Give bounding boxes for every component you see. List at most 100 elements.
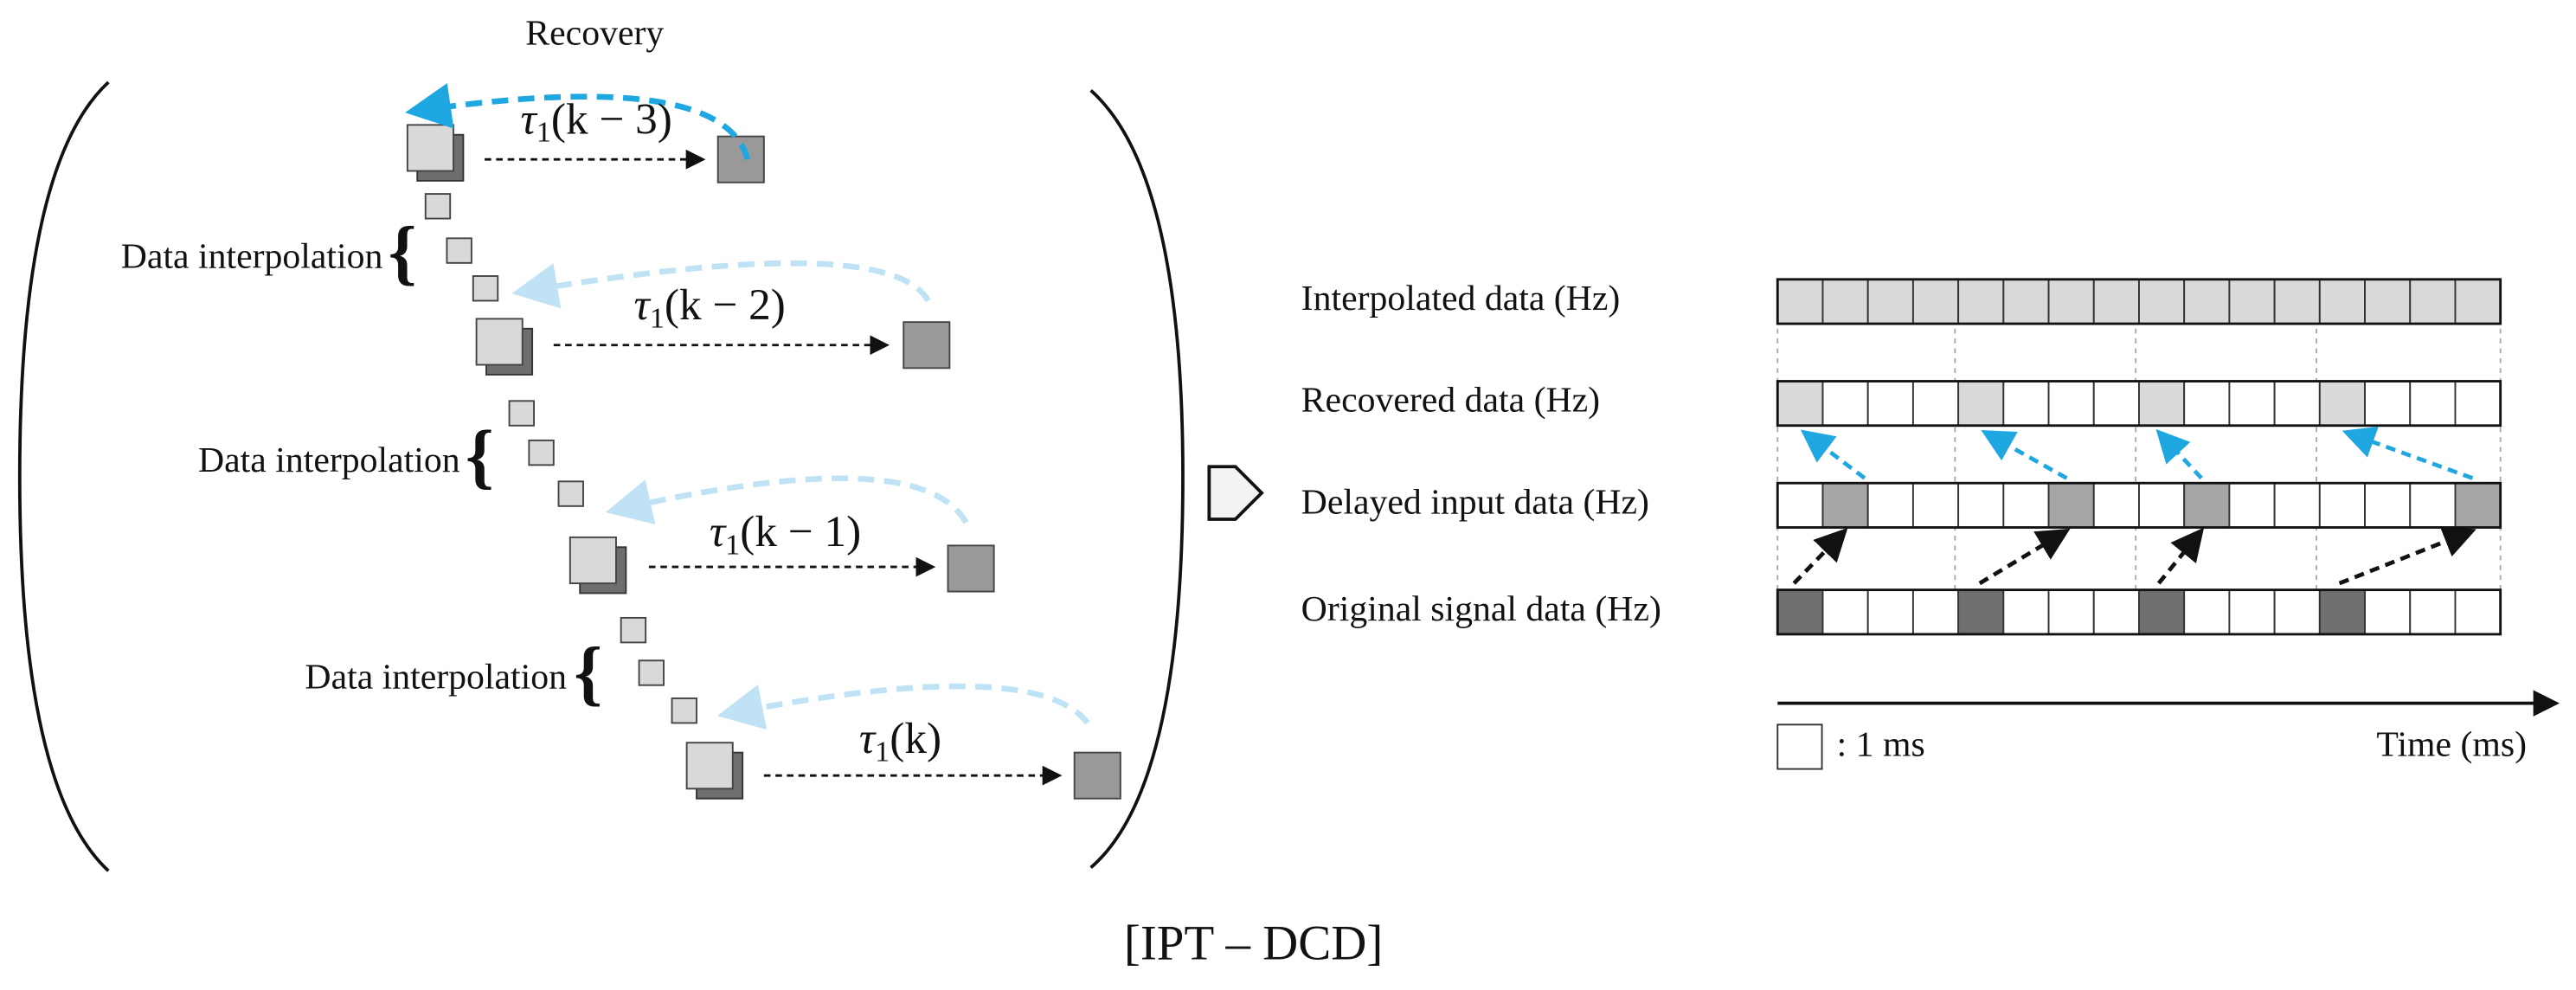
delay-argument: (k − 1) — [740, 507, 861, 556]
time-cell — [2228, 588, 2276, 635]
delay-symbol: τ — [710, 507, 727, 556]
interp-cell — [638, 659, 665, 686]
time-cell — [1776, 380, 1824, 427]
delay-symbol: τ — [634, 280, 652, 330]
time-cell — [2002, 380, 2050, 427]
delay-subscript: 1 — [875, 736, 890, 768]
stack-front — [406, 124, 454, 172]
time-cell — [2318, 380, 2366, 427]
target-cell — [1073, 751, 1121, 800]
time-cell — [2002, 278, 2050, 325]
row-frame — [1776, 481, 2502, 529]
recover-link — [1800, 429, 1866, 480]
time-cell — [1821, 278, 1869, 325]
delay-argument: (k) — [890, 714, 941, 763]
time-cell — [1911, 588, 1960, 635]
time-cell — [2047, 482, 2095, 529]
stack-front — [475, 318, 524, 366]
time-cell — [2454, 380, 2502, 427]
time-cell — [2454, 278, 2502, 325]
time-cell — [1957, 482, 2005, 529]
brace: { — [574, 633, 602, 713]
time-cell — [2409, 380, 2457, 427]
time-cell — [2454, 482, 2502, 529]
time-cell — [2454, 588, 2502, 635]
row-label: Delayed input data (Hz) — [1301, 482, 1649, 522]
time-cell — [1821, 482, 1869, 529]
interp-label: Data interpolation — [121, 237, 383, 277]
interp-cell — [472, 275, 499, 302]
time-cell — [2183, 588, 2231, 635]
recovery-arc — [511, 260, 931, 309]
time-cell — [2364, 380, 2412, 427]
time-cell — [2318, 278, 2366, 325]
delay-link — [2338, 525, 2476, 586]
time-cell — [1821, 380, 1869, 427]
axis-label: Time (ms) — [2376, 724, 2527, 764]
delay-label: τ1(k) — [859, 714, 941, 768]
interp-cell — [528, 439, 555, 466]
time-cell — [2409, 278, 2457, 325]
recovery-arc — [405, 83, 751, 161]
time-cell — [2273, 588, 2321, 635]
time-cell — [1866, 278, 1914, 325]
time-cell — [1911, 482, 1960, 529]
recovery-label: Recovery — [525, 13, 664, 53]
recovery-arc — [605, 475, 969, 525]
time-cell — [2364, 278, 2412, 325]
time-cell — [1957, 278, 2005, 325]
time-cell — [2409, 588, 2457, 635]
target-cell — [947, 544, 995, 593]
time-cell — [2228, 380, 2276, 427]
delay-link — [1792, 527, 1848, 585]
big-arrow — [1207, 465, 1264, 521]
time-cell — [2138, 380, 2186, 427]
time-cell — [2364, 482, 2412, 529]
time-cell — [2047, 588, 2095, 635]
time-cell — [2318, 482, 2366, 529]
delay-subscript: 1 — [536, 117, 551, 149]
time-cell — [1911, 278, 1960, 325]
row-frame — [1776, 380, 2502, 428]
recover-link — [2342, 426, 2474, 480]
delay-link — [1978, 528, 2071, 586]
target-cell — [716, 135, 765, 183]
stack-front — [569, 536, 617, 584]
time-cell — [2047, 380, 2095, 427]
time-cell — [2092, 482, 2140, 529]
time-cell — [2273, 482, 2321, 529]
delay-symbol: τ — [859, 714, 877, 763]
interp-cell — [508, 400, 535, 427]
time-cell — [2364, 588, 2412, 635]
brace: { — [389, 213, 417, 292]
target-cell — [903, 321, 951, 370]
time-cell — [2273, 278, 2321, 325]
recover-link — [2155, 428, 2203, 480]
legend-text: : 1 ms — [1837, 724, 1925, 764]
time-cell — [1776, 482, 1824, 529]
time-cell — [1866, 380, 1914, 427]
time-cell — [2228, 278, 2276, 325]
interp-cell — [557, 480, 584, 507]
brace: { — [466, 417, 494, 497]
row-label: Original signal data (Hz) — [1301, 589, 1661, 629]
time-cell — [2092, 278, 2140, 325]
left-panel: τ1(k − 3)τ1(k − 2)τ1(k − 1)τ1(k)Data int… — [121, 83, 1121, 800]
time-cell — [1776, 588, 1824, 635]
time-cell — [2047, 278, 2095, 325]
parentheses — [17, 80, 1185, 872]
interp-label: Data interpolation — [305, 658, 567, 698]
interp-cell — [671, 698, 697, 724]
delay-label: τ1(k − 2) — [634, 280, 786, 334]
delay-subscript: 1 — [650, 302, 665, 334]
interp-label: Data interpolation — [198, 440, 460, 480]
row-label: Recovered data (Hz) — [1301, 381, 1600, 421]
time-cell — [2138, 588, 2186, 635]
time-cell — [2002, 588, 2050, 635]
time-cell — [2318, 588, 2366, 635]
delay-argument: (k − 2) — [665, 280, 786, 330]
time-cell — [2092, 588, 2140, 635]
time-cell — [1957, 588, 2005, 635]
delay-symbol: τ — [521, 94, 538, 144]
